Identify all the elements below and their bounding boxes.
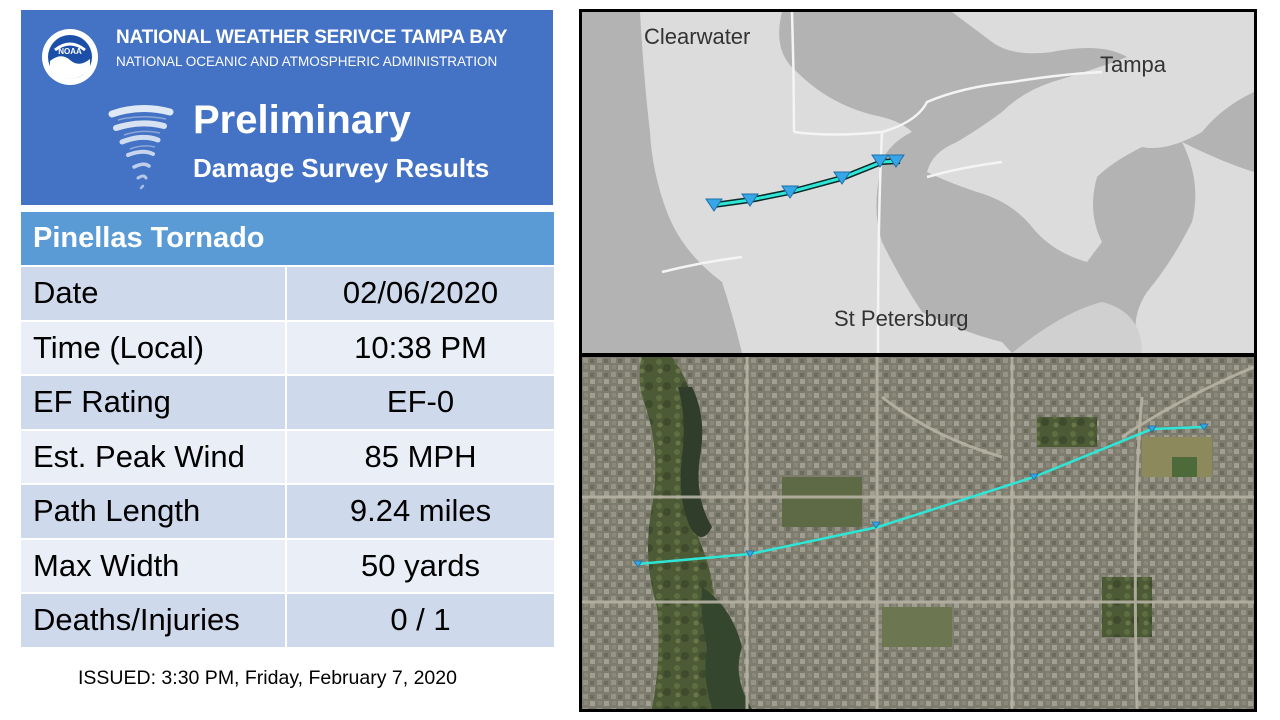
row-label: Time (Local) [21,321,287,374]
table-row-casualties: Deaths/Injuries 0 / 1 [21,592,554,647]
row-label: Max Width [21,539,287,592]
noaa-logo-icon: NOAA [42,29,98,85]
row-label: EF Rating [21,376,287,429]
table-row-ef-rating: EF Rating EF-0 [21,374,554,429]
overview-map-graphic [582,12,1254,353]
survey-table: Pinellas Tornado Date 02/06/2020 Time (L… [21,212,554,647]
table-row-path-length: Path Length 9.24 miles [21,483,554,538]
row-label: Est. Peak Wind [21,430,287,483]
map-label-st-petersburg: St Petersburg [834,306,969,331]
overview-map: Clearwater Tampa St Petersburg [582,12,1254,353]
row-value: 10:38 PM [354,329,487,365]
header-banner: NOAA NATIONAL WEATHER SERIVCE TAMPA BAY … [21,10,553,205]
page-title: Preliminary [193,98,411,142]
issued-timestamp: ISSUED: 3:30 PM, Friday, February 7, 202… [78,667,457,689]
agency-name: NATIONAL WEATHER SERIVCE TAMPA BAY [116,27,508,48]
table-row-time: Time (Local) 10:38 PM [21,319,554,374]
tornado-icon [108,105,174,190]
agency-subtitle: NATIONAL OCEANIC AND ATMOSPHERIC ADMINIS… [116,54,498,69]
table-row-max-width: Max Width 50 yards [21,537,554,592]
row-value: 85 MPH [364,438,477,474]
row-value: 9.24 miles [349,493,492,529]
map-label-clearwater: Clearwater [644,24,751,49]
row-label: Path Length [21,485,287,538]
row-label: Date [21,267,287,320]
map-label-tampa: Tampa [1100,52,1167,77]
satellite-map-graphic [582,357,1254,709]
row-value: 50 yards [361,547,480,583]
row-value: EF-0 [386,384,455,420]
svg-text:NOAA: NOAA [58,47,82,56]
row-value: 02/06/2020 [342,275,499,311]
satellite-map [582,357,1254,709]
table-row-date: Date 02/06/2020 [21,265,554,320]
row-label: Deaths/Injuries [21,594,287,647]
event-title: Pinellas Tornado [21,212,554,265]
table-row-peak-wind: Est. Peak Wind 85 MPH [21,428,554,483]
row-value: 0 / 1 [390,602,451,638]
page-subtitle: Damage Survey Results [193,153,490,183]
